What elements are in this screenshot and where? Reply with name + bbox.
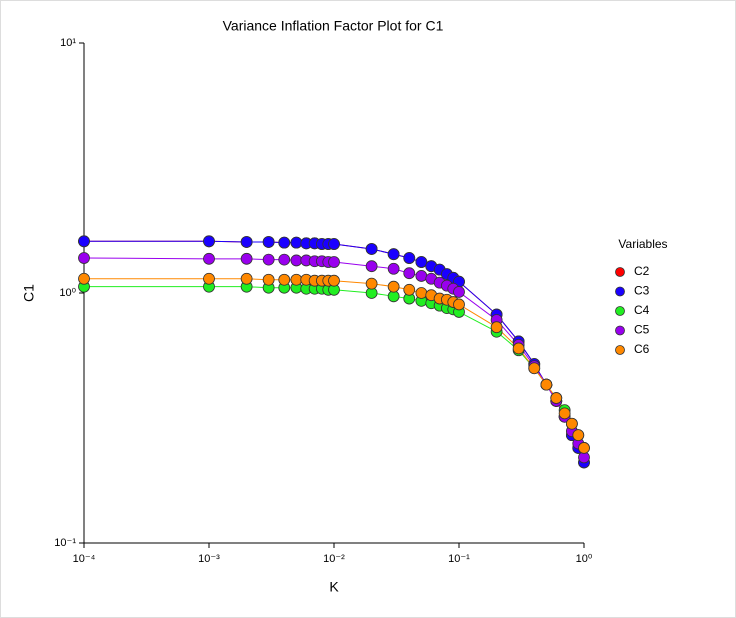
data-point xyxy=(78,235,90,248)
data-point xyxy=(262,253,275,266)
legend-marker xyxy=(615,267,625,277)
x-tick-label: 10⁻⁴ xyxy=(73,553,96,565)
data-point xyxy=(365,243,378,255)
data-point xyxy=(403,252,416,264)
data-point xyxy=(240,272,253,285)
legend-label: C6 xyxy=(634,342,650,356)
legend-label: C2 xyxy=(634,264,650,278)
x-tick-label: 10⁻³ xyxy=(198,553,220,565)
data-point xyxy=(540,378,553,391)
legend-label: C3 xyxy=(634,284,650,298)
chart-title: Variance Inflation Factor Plot for C1 xyxy=(223,18,444,34)
data-point xyxy=(328,274,340,287)
x-tick-label: 10⁻¹ xyxy=(448,553,470,565)
data-point xyxy=(365,277,378,290)
data-point xyxy=(550,392,563,404)
data-point xyxy=(387,248,400,261)
y-tick-label: 10¹ xyxy=(60,37,76,49)
data-point xyxy=(328,238,340,250)
x-tick-label: 10⁻² xyxy=(323,553,345,565)
data-point xyxy=(240,252,253,265)
data-point xyxy=(328,256,340,268)
y-tick-label: 10⁰ xyxy=(59,287,76,299)
data-point xyxy=(278,253,291,266)
x-axis-label: K xyxy=(329,579,339,595)
data-point xyxy=(78,252,90,264)
data-point xyxy=(512,342,525,355)
legend-marker xyxy=(615,306,625,316)
data-point xyxy=(415,270,428,282)
legend-title: Variables xyxy=(618,237,667,251)
data-point xyxy=(578,442,590,454)
y-axis-label: C1 xyxy=(21,284,37,302)
data-point xyxy=(203,235,215,248)
data-point xyxy=(403,283,416,296)
data-point xyxy=(262,273,275,286)
data-point xyxy=(290,254,303,267)
data-point xyxy=(572,429,585,442)
data-point xyxy=(78,272,90,285)
data-point xyxy=(203,272,215,285)
data-point xyxy=(278,273,291,286)
data-point xyxy=(240,236,253,248)
legend-marker xyxy=(615,286,625,297)
data-point xyxy=(290,273,303,286)
legend-marker xyxy=(615,345,625,355)
legend-label: C4 xyxy=(634,303,650,317)
data-point xyxy=(453,298,465,311)
data-point xyxy=(387,280,400,293)
data-point xyxy=(453,286,465,298)
y-tick-label: 10⁻¹ xyxy=(54,537,76,549)
legend-label: C5 xyxy=(634,323,650,337)
legend-marker xyxy=(615,325,625,336)
data-point xyxy=(278,236,291,249)
data-point xyxy=(203,252,215,265)
data-point xyxy=(528,362,541,375)
data-point xyxy=(415,287,428,299)
data-point xyxy=(262,236,275,248)
data-point xyxy=(415,256,428,268)
data-point xyxy=(558,407,571,420)
data-point xyxy=(565,417,578,430)
data-point xyxy=(403,267,416,280)
data-point xyxy=(490,321,503,334)
data-point xyxy=(365,260,378,273)
data-point xyxy=(290,236,303,249)
x-tick-label: 10⁰ xyxy=(576,553,593,565)
data-point xyxy=(387,262,400,275)
